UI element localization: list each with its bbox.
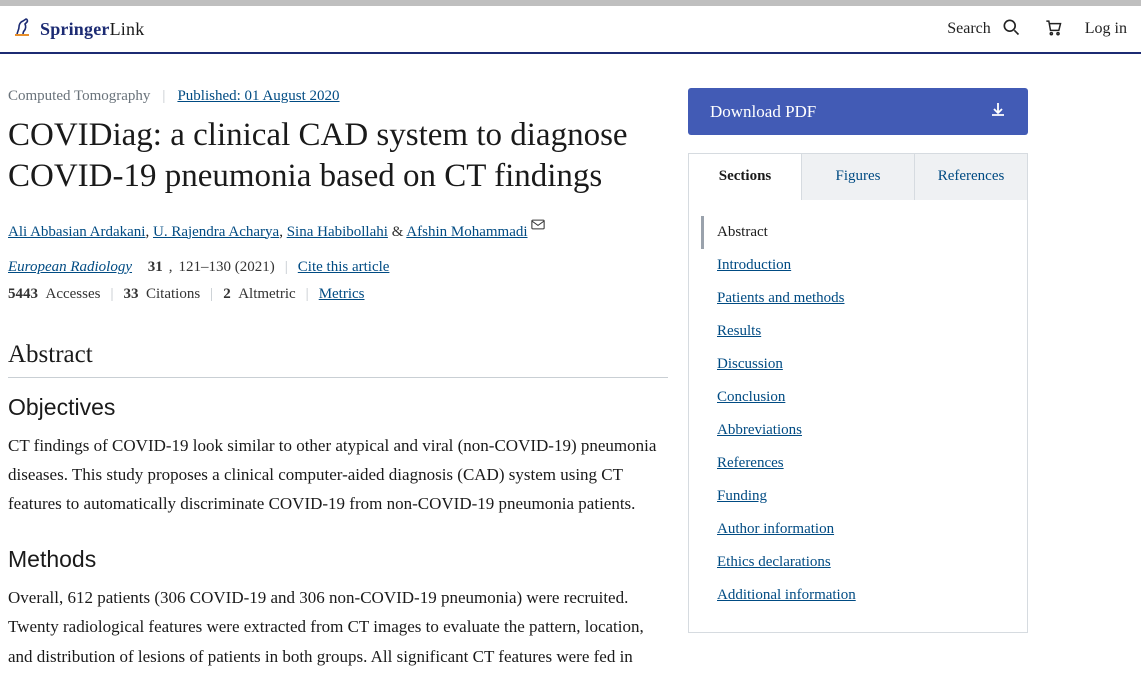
toc-item-abbreviations[interactable]: Abbreviations	[701, 414, 1027, 447]
altmetric-count: 2	[223, 286, 231, 302]
altmetric-label: Altmetric	[238, 286, 295, 302]
author-link[interactable]: U. Rajendra Acharya	[153, 224, 279, 240]
volume: 31	[148, 259, 163, 276]
search-icon	[1001, 17, 1021, 42]
objectives-text: CT findings of COVID-19 look similar to …	[8, 431, 668, 519]
download-pdf-label: Download PDF	[710, 102, 816, 122]
toc-item-patients-methods[interactable]: Patients and methods	[701, 282, 1027, 315]
tab-sections[interactable]: Sections	[689, 154, 801, 200]
author-link[interactable]: Afshin Mohammadi	[406, 224, 527, 240]
sidebar: Download PDF Sections Figures References…	[688, 88, 1028, 699]
separator: |	[110, 286, 113, 303]
toc-item-introduction[interactable]: Introduction	[701, 249, 1027, 282]
pages: 121–130 (2021)	[179, 259, 275, 276]
login-link[interactable]: Log in	[1085, 20, 1127, 38]
toc-item-additional-info[interactable]: Additional information	[701, 579, 1027, 612]
metrics-link[interactable]: Metrics	[319, 286, 365, 303]
sidebar-tabs: Sections Figures References	[688, 153, 1028, 200]
methods-heading: Methods	[8, 546, 668, 573]
logo-text: SpringerLink	[40, 19, 144, 40]
horse-icon	[10, 15, 34, 44]
toc-item-abstract[interactable]: Abstract	[701, 216, 1027, 249]
search-label: Search	[947, 20, 991, 38]
citations-count: 33	[124, 286, 139, 302]
published-date-link[interactable]: Published: 01 August 2020	[177, 88, 339, 105]
citations-label: Citations	[146, 286, 200, 302]
journal-line: European Radiology 31, 121–130 (2021) | …	[8, 259, 668, 276]
header-right: Search Log in	[947, 17, 1127, 42]
cart-icon[interactable]	[1043, 17, 1063, 42]
cite-article-link[interactable]: Cite this article	[298, 259, 390, 276]
separator: |	[210, 286, 213, 303]
journal-name-link[interactable]: European Radiology	[8, 259, 132, 276]
download-pdf-button[interactable]: Download PDF	[688, 88, 1028, 135]
mail-icon[interactable]	[531, 218, 545, 235]
methods-text: Overall, 612 patients (306 COVID-19 and …	[8, 583, 668, 671]
main-content: Computed Tomography | Published: 01 Augu…	[8, 88, 688, 699]
author-link[interactable]: Sina Habibollahi	[287, 224, 388, 240]
logo[interactable]: SpringerLink	[10, 15, 144, 44]
breadcrumb: Computed Tomography | Published: 01 Augu…	[8, 88, 668, 105]
search-button[interactable]: Search	[947, 17, 1021, 42]
toc-item-results[interactable]: Results	[701, 315, 1027, 348]
download-icon	[990, 101, 1006, 122]
toc-item-funding[interactable]: Funding	[701, 480, 1027, 513]
toc-item-author-info[interactable]: Author information	[701, 513, 1027, 546]
separator: |	[306, 286, 309, 303]
accesses-label: Accesses	[46, 286, 101, 302]
table-of-contents: Abstract Introduction Patients and metho…	[688, 200, 1028, 633]
objectives-heading: Objectives	[8, 394, 668, 421]
metrics-line: 5443 Accesses | 33 Citations | 2 Altmetr…	[8, 286, 668, 303]
tab-references[interactable]: References	[914, 154, 1027, 200]
breadcrumb-category: Computed Tomography	[8, 88, 150, 105]
toc-item-ethics[interactable]: Ethics declarations	[701, 546, 1027, 579]
article-title: COVIDiag: a clinical CAD system to diagn…	[8, 115, 668, 198]
abstract-heading: Abstract	[8, 341, 668, 378]
ampersand: &	[392, 224, 407, 240]
toc-item-discussion[interactable]: Discussion	[701, 348, 1027, 381]
separator: |	[162, 88, 165, 105]
separator: |	[285, 259, 288, 276]
author-list: Ali Abbasian Ardakani, U. Rajendra Achar…	[8, 218, 668, 241]
author-link[interactable]: Ali Abbasian Ardakani	[8, 224, 145, 240]
site-header: SpringerLink Search Log in	[0, 6, 1141, 54]
toc-item-references[interactable]: References	[701, 447, 1027, 480]
accesses-count: 5443	[8, 286, 38, 302]
tab-figures[interactable]: Figures	[801, 154, 914, 200]
toc-item-conclusion[interactable]: Conclusion	[701, 381, 1027, 414]
